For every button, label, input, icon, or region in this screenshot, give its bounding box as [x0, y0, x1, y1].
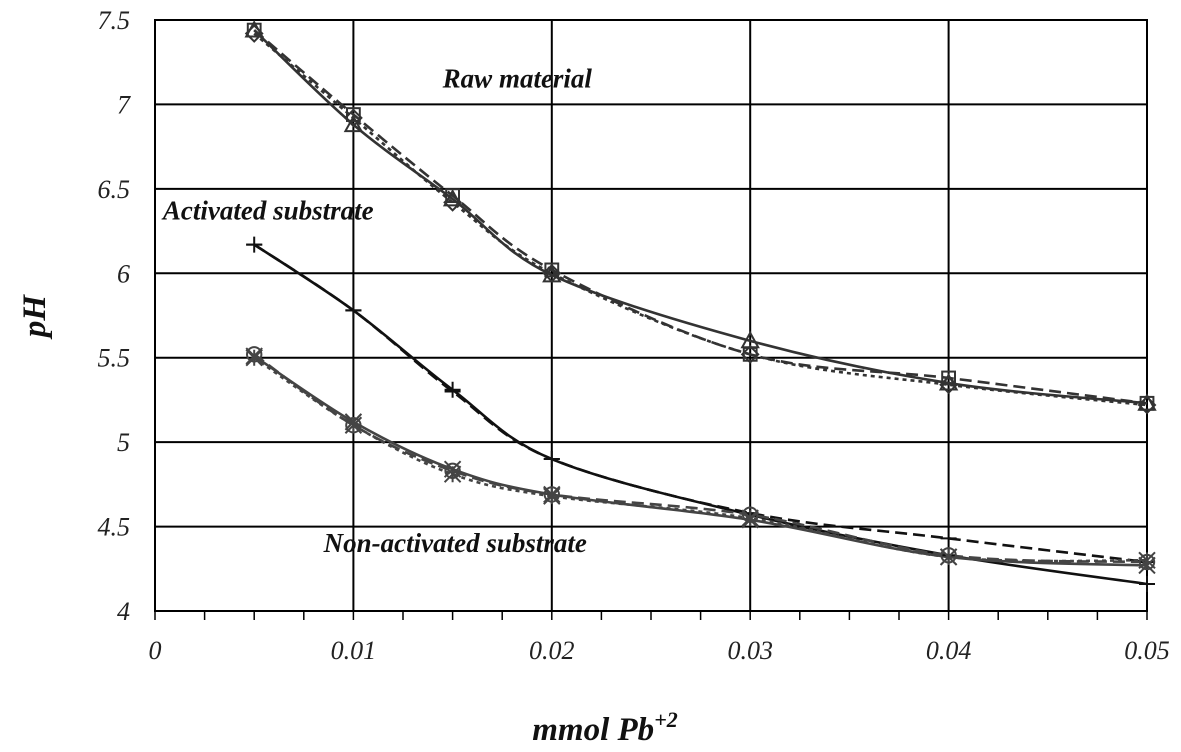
y-axis-title: pH [17, 294, 53, 341]
data-point [444, 381, 461, 398]
data-point [343, 108, 363, 128]
data-point [939, 548, 958, 566]
data-point [741, 509, 759, 527]
curve-annotations: Raw material Activated substrate Non-activ… [161, 64, 593, 558]
data-point [1137, 395, 1157, 415]
curve-label: Non-activated substrate [323, 528, 587, 558]
x-tick-label: 0 [149, 636, 162, 665]
data-point [1138, 551, 1156, 570]
y-tick-label: 7 [117, 90, 131, 119]
x-tick-label: 0.02 [529, 636, 575, 665]
series-lines [253, 29, 1148, 586]
data-point [246, 22, 262, 38]
data-point [542, 263, 562, 283]
data-point [941, 370, 957, 386]
y-tick-label: 4 [117, 597, 130, 626]
data-point [244, 24, 264, 43]
curve-label: Raw material [442, 64, 593, 94]
data-point [343, 114, 364, 133]
y-tick-label: 5 [117, 428, 130, 457]
y-tick-label: 5.5 [98, 344, 131, 373]
series-markers [244, 20, 1157, 592]
x-tick-label: 0.03 [727, 636, 773, 665]
y-tick-label: 7.5 [98, 6, 131, 35]
y-tick-label: 4.5 [98, 513, 131, 542]
series-line-activated-dashed [253, 243, 1148, 564]
series-line-non-activated-dashed [253, 353, 1148, 564]
data-point [740, 344, 760, 364]
series-line-non-activated-dotted [253, 356, 1148, 563]
data-point [939, 375, 959, 395]
data-point [1139, 575, 1155, 592]
data-point [346, 107, 361, 122]
data-point [938, 372, 959, 391]
x-tick-label: 0.04 [926, 636, 972, 665]
x-axis-title: mmol Pb+2 [532, 707, 677, 748]
plot-frame [154, 19, 1148, 612]
series-line-raw-solid [253, 29, 1148, 405]
curve-label: Activated substrate [161, 195, 374, 225]
data-point [344, 416, 363, 434]
series-line-raw-dotted [253, 32, 1148, 407]
grid [154, 19, 1148, 620]
series-line-non-activated-solid [253, 354, 1148, 567]
tick-labels: 0 0.01 0.02 0.03 0.04 0.05 4 4.5 5 5.5 6 6.5 7 7.5 [98, 6, 1170, 665]
y-tick-label: 6.5 [98, 175, 131, 204]
data-point [245, 349, 263, 367]
data-point [742, 346, 758, 362]
x-tick-label: 0.01 [331, 636, 377, 665]
data-point [544, 262, 560, 278]
data-point [443, 192, 463, 212]
x-tick-label: 0.05 [1124, 636, 1170, 665]
data-point [543, 487, 561, 505]
data-point [443, 465, 462, 483]
y-tick-label: 6 [117, 259, 130, 288]
series-line-raw-dashed [253, 29, 1148, 405]
data-point [445, 188, 461, 204]
